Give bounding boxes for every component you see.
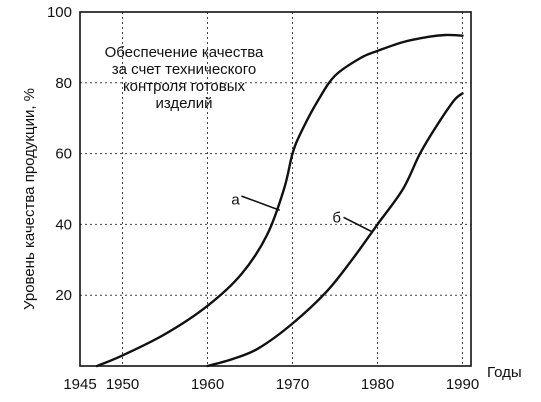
x-tick-label-1980: 1980	[361, 376, 394, 393]
series-line-b	[206, 92, 464, 368]
annotation-line-3: контроля готовых	[123, 78, 246, 95]
series-line-a	[95, 33, 464, 368]
y-tick-label-100: 100	[47, 4, 72, 21]
series-layer: аб	[95, 33, 464, 368]
x-tick-label-1960: 1960	[191, 376, 224, 393]
series-label-b: б	[332, 209, 341, 226]
x-axis-label: Годы	[487, 364, 522, 381]
x-tick-label-1945: 1945	[63, 376, 96, 393]
y-tick-label-20: 20	[55, 287, 72, 304]
y-tick-label-60: 60	[55, 146, 72, 163]
x-tick-label-1990: 1990	[446, 376, 479, 393]
y-tick-label-40: 40	[55, 216, 72, 233]
y-axis-label: Уровень качества продукции, %	[21, 88, 38, 310]
x-tick-label-1970: 1970	[276, 376, 309, 393]
series-label-a: а	[231, 192, 240, 209]
series-leader-a	[241, 195, 281, 211]
series-leader-b	[343, 216, 372, 233]
annotation-line-2: за счет технического	[112, 61, 257, 78]
annotation-line-1: Обеспечение качества	[105, 44, 264, 61]
x-tick-label-1950: 1950	[106, 376, 139, 393]
tick-layer: 1945 1950 1960 1970 1980 1990 20 40 60 80 100	[47, 4, 479, 393]
y-tick-label-80: 80	[55, 75, 72, 92]
annotation-line-4: изделий	[155, 95, 212, 112]
plot-frame	[79, 11, 472, 367]
